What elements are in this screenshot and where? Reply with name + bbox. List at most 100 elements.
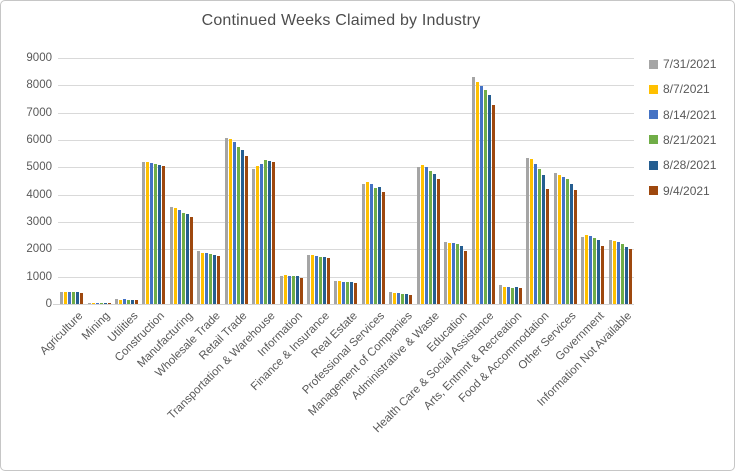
bar: [201, 253, 205, 304]
bar: [327, 258, 331, 304]
legend-item: 8/28/2021: [649, 158, 716, 172]
bar: [224, 138, 228, 304]
legend-item: 9/4/2021: [649, 183, 710, 198]
gridline: [58, 167, 634, 169]
bar: [546, 189, 550, 304]
bar-group: [607, 58, 634, 304]
bar: [213, 255, 217, 304]
bar-group: [195, 58, 222, 304]
chart-title: Continued Weeks Claimed by Industry: [201, 12, 481, 29]
gridline: [58, 85, 634, 87]
bar: [311, 255, 315, 304]
legend-swatch-icon: [649, 160, 658, 170]
bar: [338, 281, 342, 304]
bar: [244, 156, 248, 304]
legend-swatch-icon: [649, 135, 658, 145]
bar: [76, 292, 80, 304]
y-tick-label: 3000: [26, 216, 52, 228]
bar: [460, 246, 464, 304]
bar: [593, 238, 597, 304]
bar: [479, 86, 483, 304]
y-tick-label: 5000: [26, 161, 52, 174]
bar: [420, 165, 424, 304]
bar: [80, 293, 84, 304]
legend-label: 8/7/2021: [663, 82, 710, 97]
bar: [264, 160, 268, 304]
bar-group: [332, 58, 359, 304]
bar: [240, 150, 244, 304]
bar: [272, 162, 276, 304]
bar: [526, 158, 530, 304]
bar: [620, 244, 624, 304]
bar: [538, 169, 542, 304]
bar: [487, 95, 491, 304]
bar: [131, 300, 135, 304]
bar: [268, 161, 272, 304]
y-tick-label: 6000: [26, 134, 52, 146]
bar: [146, 162, 150, 304]
bar: [232, 142, 236, 304]
bar: [72, 292, 76, 304]
bar-group: [113, 58, 140, 304]
bar: [319, 257, 323, 304]
bar: [444, 242, 448, 304]
legend-swatch-icon: [649, 186, 658, 195]
bar: [597, 240, 601, 304]
bar: [154, 164, 158, 304]
bar: [99, 303, 103, 304]
bar: [334, 281, 338, 304]
bar: [162, 166, 166, 304]
bar-group: [442, 58, 469, 304]
bar: [573, 190, 577, 304]
bar: [589, 236, 593, 304]
bar: [409, 295, 413, 304]
legend-swatch-icon: [649, 59, 658, 69]
y-tick-label: 9000: [26, 52, 52, 64]
bar-group: [250, 58, 277, 304]
bar: [295, 276, 299, 304]
bar: [60, 292, 64, 304]
bar-group: [552, 58, 579, 304]
bar: [416, 167, 420, 304]
bar: [534, 164, 538, 304]
bar: [299, 278, 303, 304]
y-tick-label: 0: [45, 298, 52, 310]
bar: [115, 299, 119, 304]
gridline: [58, 112, 634, 114]
bar: [436, 179, 440, 304]
bar: [608, 240, 612, 304]
bar: [256, 166, 260, 304]
legend-item: 8/21/2021: [649, 133, 716, 147]
bar: [361, 184, 365, 304]
bar: [511, 288, 515, 304]
bar: [581, 237, 585, 304]
bar-group: [140, 58, 167, 304]
legend-swatch-icon: [649, 84, 658, 94]
bar: [185, 214, 189, 304]
bar: [624, 247, 628, 304]
bar: [405, 294, 409, 304]
bar: [209, 254, 213, 304]
bar: [173, 208, 177, 304]
bar: [401, 294, 405, 304]
bar: [519, 288, 523, 304]
bar: [499, 285, 503, 304]
gridline: [58, 276, 634, 278]
legend-label: 8/14/2021: [663, 107, 717, 122]
gridline: [58, 194, 634, 196]
gridline: [58, 249, 634, 251]
bar: [283, 275, 287, 304]
bar: [471, 77, 475, 304]
bar: [561, 177, 565, 304]
legend-label: 9/4/2021: [663, 183, 710, 198]
bar: [127, 300, 131, 304]
bar-group: [497, 58, 524, 304]
bar: [68, 292, 72, 304]
legend-label: 7/31/2021: [663, 57, 717, 71]
bar-group: [579, 58, 606, 304]
bar: [628, 249, 632, 304]
bar: [260, 164, 264, 304]
y-tick-label: 4000: [26, 188, 52, 201]
bar-group: [223, 58, 250, 304]
bar: [377, 187, 381, 304]
